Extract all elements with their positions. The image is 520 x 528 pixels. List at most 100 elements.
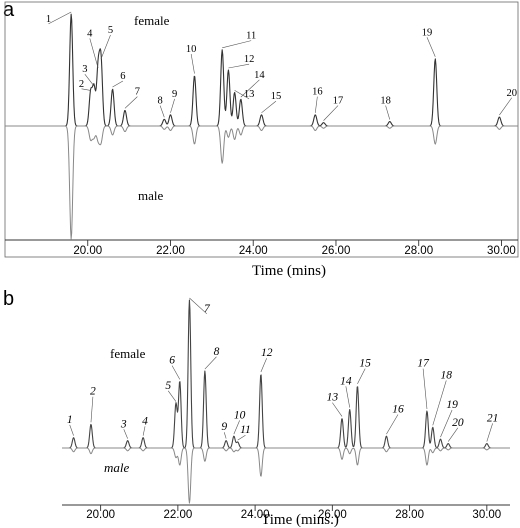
- peak-19-leader: [440, 409, 453, 438]
- peak-15-label: 15: [271, 91, 282, 102]
- panel-b-series-male: male: [104, 460, 130, 475]
- peak-8-leader: [204, 356, 217, 370]
- peak-3-leader: [84, 74, 95, 87]
- peak-5-label: 5: [165, 380, 171, 392]
- peak-4-label: 4: [87, 28, 93, 39]
- peak-19-leader: [426, 37, 436, 57]
- peak-16-leader: [314, 96, 318, 113]
- x-tick-label: 22.00: [163, 509, 192, 521]
- peak-13-label: 13: [244, 89, 255, 100]
- peak-1-label: 1: [46, 14, 51, 25]
- peak-12-label: 12: [244, 54, 255, 65]
- peak-2-label: 2: [79, 79, 84, 90]
- peak-6-leader: [112, 80, 124, 88]
- peak-8-leader: [159, 105, 165, 118]
- peak-3-label: 3: [120, 418, 127, 430]
- peak-7-leader: [189, 297, 208, 315]
- peak-20-label: 20: [507, 88, 518, 99]
- peak-5-label: 5: [108, 25, 113, 36]
- peak-10-label: 10: [234, 409, 246, 421]
- peak-4-label: 4: [142, 415, 148, 427]
- x-tick-label: 24.00: [239, 245, 268, 257]
- x-tick-label: 24.00: [241, 509, 270, 521]
- peak-21-label: 21: [487, 412, 499, 424]
- peak-19-label: 19: [422, 27, 433, 38]
- x-tick-label: 28.00: [395, 509, 424, 521]
- peak-4-leader: [89, 38, 99, 69]
- peak-7-label: 7: [135, 87, 140, 98]
- peak-17-leader: [422, 368, 428, 410]
- peak-16-leader: [386, 414, 399, 435]
- peak-14-label: 14: [254, 70, 265, 81]
- panel-a-frame: [4, 1, 519, 258]
- peak-7-label: 7: [204, 303, 211, 315]
- x-tick-label: 22.00: [156, 245, 185, 257]
- peak-15-leader: [357, 368, 366, 384]
- peak-12-label: 12: [261, 347, 273, 359]
- panel-a-series-female: female: [134, 13, 170, 28]
- peak-10-leader: [190, 54, 195, 74]
- x-tick-label: 26.00: [318, 509, 347, 521]
- peak-20-leader: [499, 97, 513, 116]
- x-tick-label: 20.00: [73, 245, 102, 257]
- x-tick-label: 20.00: [86, 509, 115, 521]
- peak-6-leader: [171, 365, 181, 380]
- peak-13-leader: [234, 90, 250, 100]
- peak-2-leader: [90, 396, 94, 423]
- peak-9-leader: [223, 432, 227, 439]
- peak-19-label: 19: [446, 399, 458, 411]
- panel-a-female-trace: [5, 13, 518, 127]
- peak-16-label: 16: [392, 403, 404, 415]
- peak-10-leader: [233, 420, 240, 435]
- x-tick-label: 28.00: [404, 245, 433, 257]
- peak-2-leader: [81, 88, 91, 91]
- peak-5-leader: [167, 390, 177, 402]
- peak-12-leader: [260, 358, 267, 373]
- panel-a-male-trace: [5, 125, 518, 240]
- x-tick-label: 30.00: [472, 509, 501, 521]
- peak-8-label: 8: [214, 346, 220, 358]
- peak-17-label: 17: [417, 358, 430, 370]
- peak-12-leader: [228, 63, 250, 69]
- peak-13-leader: [332, 402, 343, 417]
- peak-17-leader: [323, 105, 339, 121]
- peak-18-label: 18: [441, 369, 453, 381]
- peak-5-leader: [100, 34, 111, 60]
- peak-18-leader: [385, 105, 391, 120]
- peak-1-label: 1: [67, 414, 73, 426]
- peak-20-label: 20: [452, 417, 464, 429]
- peak-15-label: 15: [359, 358, 371, 370]
- peak-16-label: 16: [312, 87, 323, 98]
- panel-a-x-axis-title: Time (mins): [252, 263, 326, 279]
- peak-13-label: 13: [327, 392, 339, 404]
- x-tick-label: 26.00: [322, 245, 351, 257]
- peak-14-leader: [240, 79, 260, 98]
- peak-14-label: 14: [340, 375, 352, 387]
- peak-18-leader: [432, 380, 447, 426]
- peak-3-leader: [123, 429, 128, 439]
- panel-a-letter: a: [3, 0, 15, 21]
- peak-11-leader: [237, 434, 246, 441]
- peak-21-leader: [486, 423, 493, 442]
- peak-1-leader: [48, 11, 72, 25]
- peak-4-leader: [142, 426, 146, 436]
- peak-18-label: 18: [380, 96, 391, 107]
- peak-11-label: 11: [240, 424, 251, 436]
- peak-11-leader: [222, 40, 252, 49]
- panel-b-x-axis-title: Time (mins.): [261, 512, 339, 528]
- panel-b-series-female: female: [110, 346, 146, 361]
- peak-10-label: 10: [186, 44, 197, 55]
- peak-9-leader: [170, 98, 175, 113]
- panel-b-letter: b: [3, 288, 14, 310]
- x-tick-label: 30.00: [487, 245, 516, 257]
- peak-6-label: 6: [120, 71, 125, 82]
- peak-20-leader: [447, 427, 459, 442]
- peak-17-label: 17: [333, 96, 344, 107]
- peak-6-label: 6: [169, 355, 175, 367]
- peak-9-label: 9: [221, 421, 227, 433]
- peak-7-leader: [124, 96, 138, 109]
- peak-14-leader: [345, 386, 351, 408]
- peak-1-leader: [69, 424, 74, 436]
